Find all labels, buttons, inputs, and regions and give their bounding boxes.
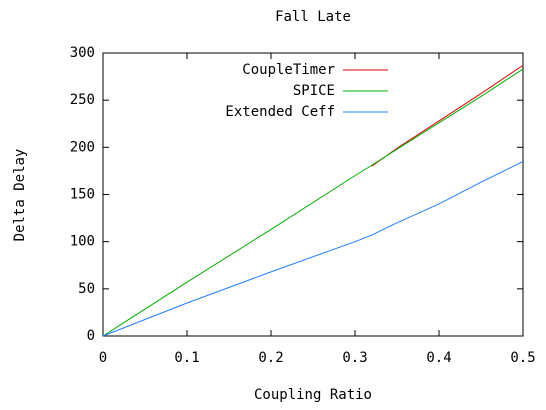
y-tick-label: 300	[70, 45, 95, 61]
y-tick-label: 250	[70, 92, 95, 108]
x-tick-label: 0.1	[174, 350, 199, 366]
y-axis-label: Delta Delay	[12, 149, 28, 242]
x-tick-label: 0.4	[426, 350, 451, 366]
x-tick-label: 0.5	[510, 350, 535, 366]
x-axis-label: Coupling Ratio	[254, 387, 372, 403]
x-tick-label: 0.2	[258, 350, 283, 366]
legend-label: Extended Ceff	[225, 104, 335, 120]
series-line	[102, 161, 524, 337]
y-tick-label: 150	[70, 187, 95, 203]
x-tick-label: 0.3	[342, 350, 367, 366]
y-tick-label: 0	[87, 328, 95, 344]
y-tick-label: 50	[78, 281, 95, 297]
y-tick-label: 200	[70, 139, 95, 155]
y-tick-label: 100	[70, 234, 95, 250]
legend-label: CoupleTimer	[242, 62, 335, 78]
legend-label: SPICE	[293, 83, 335, 99]
series-line	[102, 68, 524, 337]
chart-title: Fall Late	[275, 9, 351, 25]
x-tick-label: 0	[99, 350, 107, 366]
